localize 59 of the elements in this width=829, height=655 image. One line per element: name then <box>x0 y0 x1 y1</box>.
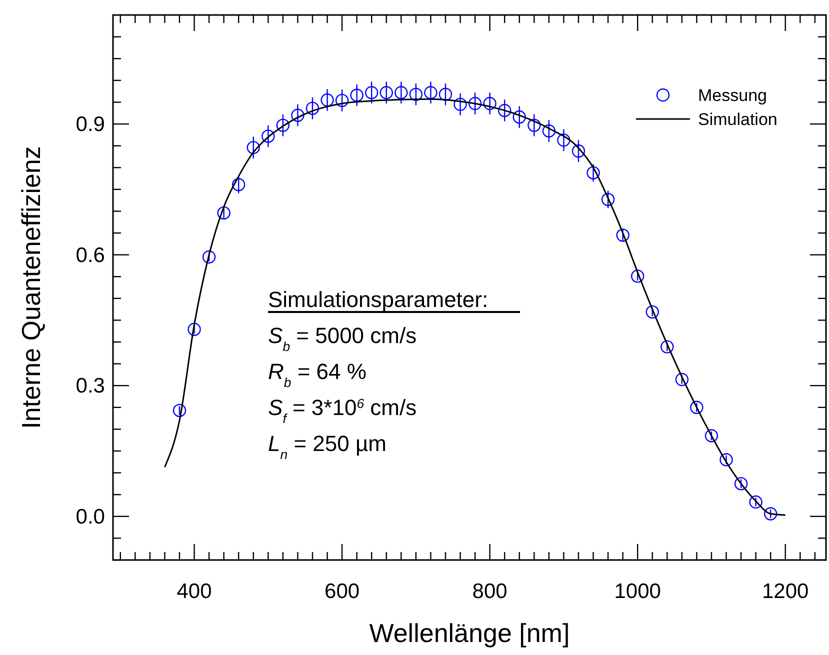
point <box>468 96 482 110</box>
point <box>246 140 260 154</box>
y-axis-title: Interne Quanteneffizienz <box>16 146 46 429</box>
y-tick-label: 0.9 <box>76 113 105 136</box>
x-tick-label: 1200 <box>762 580 809 603</box>
point <box>557 134 570 147</box>
x-tick-label: 1000 <box>614 580 661 603</box>
point <box>498 104 512 118</box>
point <box>586 166 600 180</box>
legend-label: Simulation <box>698 110 778 129</box>
point <box>394 86 408 100</box>
point <box>320 93 334 107</box>
x-axis-title: Wellenlänge [nm] <box>369 618 570 648</box>
point <box>365 86 378 100</box>
annotation: Simulationsparameter: <box>268 287 488 312</box>
point <box>262 130 275 143</box>
point <box>217 206 230 220</box>
point <box>720 453 733 466</box>
legend-label: Messung <box>698 86 767 105</box>
point <box>306 102 320 115</box>
x-tick-label: 400 <box>176 580 212 603</box>
point <box>291 108 304 122</box>
point <box>188 322 201 336</box>
point <box>172 404 186 418</box>
point <box>749 495 762 509</box>
point <box>232 178 246 192</box>
annotation: S$_{b}$ = 5000 cm/s <box>268 323 417 354</box>
point <box>616 228 630 242</box>
point <box>734 477 748 490</box>
y-tick-label: 0.0 <box>76 505 105 528</box>
point <box>335 94 349 108</box>
x-tick-label: 800 <box>472 580 508 603</box>
annotation: S$_{f}$ = 3*10$^{6}$ cm/s <box>268 395 417 426</box>
point <box>380 86 393 100</box>
point <box>630 270 644 283</box>
y-tick-label: 0.3 <box>76 374 105 398</box>
point <box>660 340 674 354</box>
annotation: L$_{n}$ = 250 µm <box>268 431 386 462</box>
point <box>409 88 423 101</box>
point <box>202 250 216 264</box>
point <box>424 86 438 100</box>
point <box>601 192 615 206</box>
point <box>438 88 452 101</box>
point <box>542 124 556 138</box>
point <box>350 88 364 102</box>
point <box>528 118 541 132</box>
point <box>690 400 704 414</box>
point <box>675 372 689 386</box>
point <box>483 96 496 110</box>
point <box>704 429 718 442</box>
y-tick-label: 0.6 <box>76 244 105 267</box>
point <box>764 507 778 520</box>
x-tick-label: 600 <box>324 580 360 603</box>
annotation: R$_{b}$ = 64 % <box>268 359 366 390</box>
point <box>454 98 467 111</box>
point <box>572 144 586 158</box>
point <box>276 118 290 132</box>
point <box>646 305 659 319</box>
point <box>512 110 526 124</box>
